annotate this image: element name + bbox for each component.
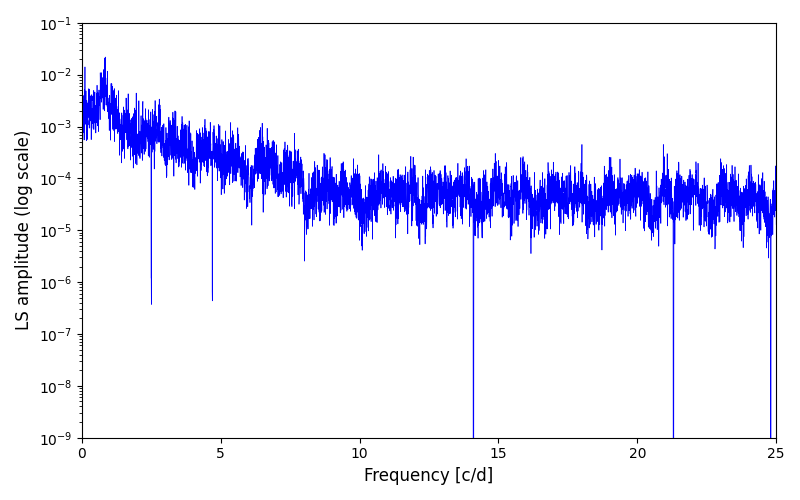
- Y-axis label: LS amplitude (log scale): LS amplitude (log scale): [15, 130, 33, 330]
- X-axis label: Frequency [c/d]: Frequency [c/d]: [364, 467, 494, 485]
